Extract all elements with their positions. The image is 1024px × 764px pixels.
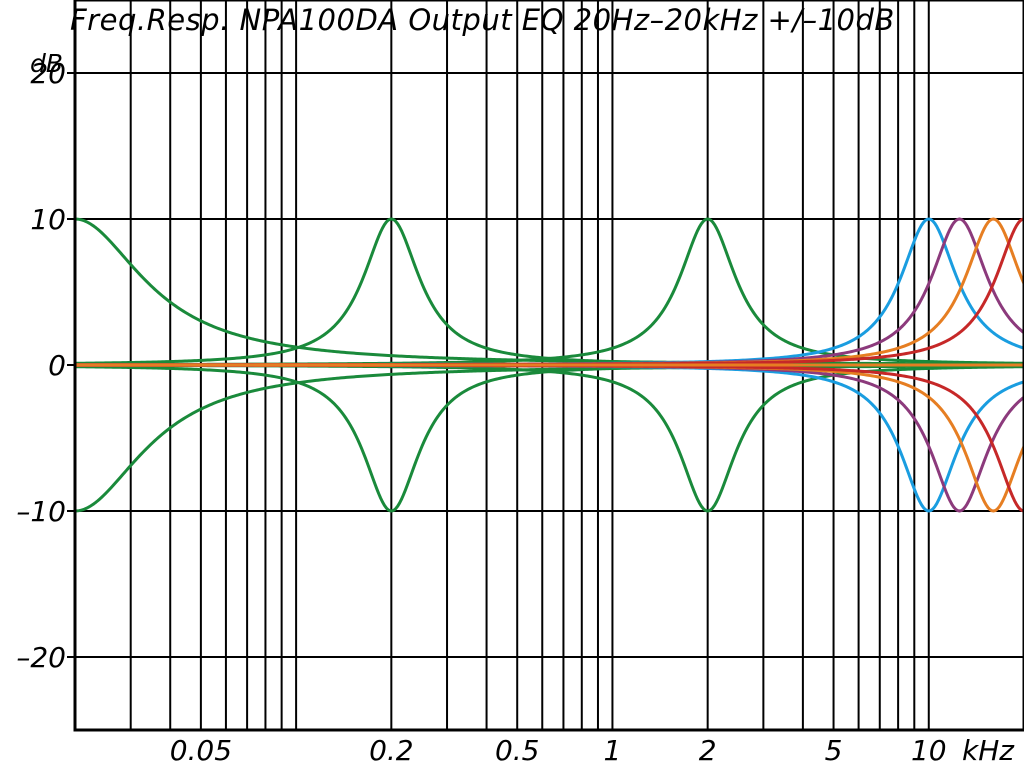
y-tick-label: 10 [30, 203, 66, 236]
x-tick-label: 2 [699, 734, 717, 764]
x-tick-label: 0.5 [495, 734, 540, 764]
y-tick-label: 0 [48, 349, 66, 382]
x-axis-ticks: 0.05 0.2 0.5 1 2 5 10 [170, 734, 947, 764]
x-tick-label: 5 [825, 734, 843, 764]
eq-curve [75, 217, 1024, 367]
y-tick-label: –10 [16, 495, 66, 528]
y-tick-label: –20 [16, 641, 66, 674]
x-tick-label: 0.05 [170, 734, 232, 764]
x-tick-label: 10 [911, 734, 947, 764]
eq-curves [74, 217, 1024, 513]
y-axis-unit-label: dB [30, 49, 63, 78]
x-tick-label: 1 [604, 734, 622, 764]
eq-curve [75, 363, 1024, 513]
y-axis-ticks: 20 10 0 –10 –20 [16, 57, 75, 674]
eq-curve [75, 363, 1024, 513]
y-tick-label: 20 [30, 57, 66, 90]
eq-curve [75, 217, 1024, 367]
chart-title: Freq.Resp. NPA100DA Output EQ 20Hz–20kHz… [70, 3, 895, 37]
eq-curve [75, 217, 1024, 367]
eq-curve [75, 217, 1024, 367]
x-axis-unit-label: kHz [962, 734, 1015, 764]
eq-curve [75, 363, 1024, 513]
x-tick-label: 0.2 [369, 734, 414, 764]
eq-curve [75, 363, 1024, 513]
